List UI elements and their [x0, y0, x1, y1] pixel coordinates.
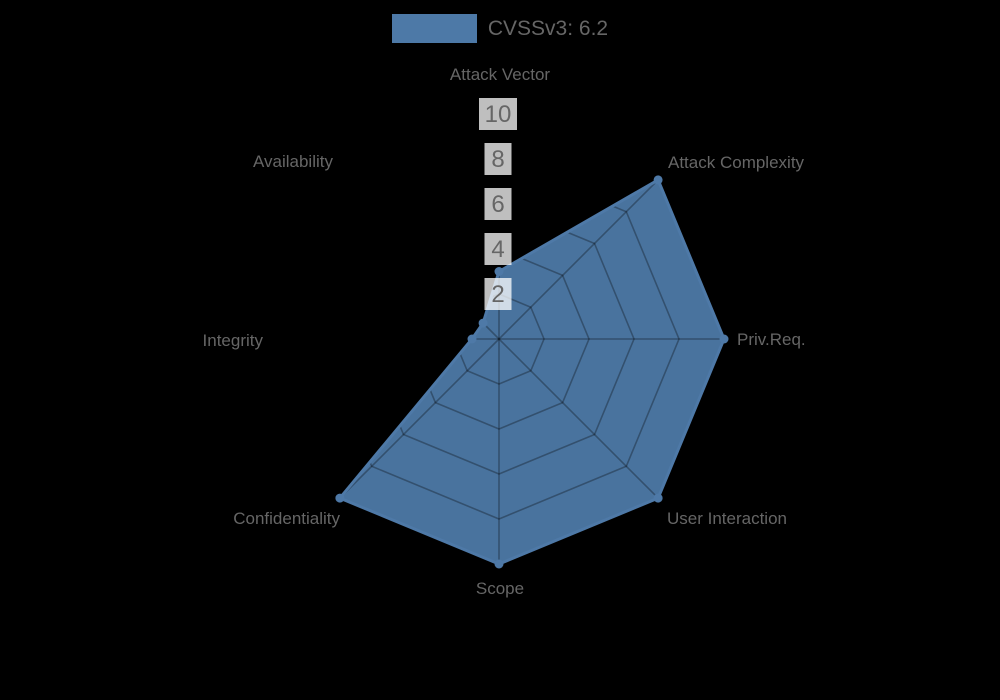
data-point[interactable] — [335, 493, 345, 503]
axis-label-attack-complexity: Attack Complexity — [668, 153, 805, 172]
axis-label-confidentiality: Confidentiality — [233, 509, 340, 528]
axis-label-user-interaction: User Interaction — [667, 509, 787, 528]
tick-backdrop — [484, 278, 512, 310]
axis-label-integrity: Integrity — [203, 331, 264, 350]
tick-label: 10 — [485, 101, 512, 128]
data-point[interactable] — [494, 267, 504, 276]
legend-swatch[interactable] — [391, 14, 477, 43]
tick-backdrop — [484, 233, 512, 265]
data-point[interactable] — [653, 493, 663, 503]
axis-label-attack-vector: Attack Vector — [450, 65, 550, 84]
data-point[interactable] — [494, 559, 504, 569]
grid-ring — [363, 203, 635, 475]
legend-label[interactable]: CVSSv3: 6.2 — [487, 17, 609, 40]
tick-label: 8 — [491, 146, 504, 173]
tick-label: 4 — [491, 236, 504, 263]
chart-legend: CVSSv3: 6.2 — [0, 14, 1000, 43]
axis-spoke — [339, 179, 500, 340]
axis-spoke — [498, 179, 659, 340]
data-point[interactable] — [467, 334, 477, 344]
grid-ring — [318, 158, 680, 520]
tick-backdrop — [479, 98, 517, 130]
data-point[interactable] — [719, 334, 729, 344]
grid-ring — [453, 293, 545, 385]
tick-backdrop — [484, 143, 512, 175]
axis-spoke — [339, 338, 500, 499]
series-area[interactable] — [339, 179, 724, 564]
data-point[interactable] — [478, 318, 488, 328]
grid-ring — [408, 248, 590, 430]
tick-label: 2 — [491, 281, 504, 308]
axis-spoke — [498, 338, 659, 499]
tick-label: 6 — [491, 191, 504, 218]
data-point[interactable] — [653, 175, 663, 185]
tick-backdrop — [484, 188, 512, 220]
axis-label-priv-req: Priv.Req. — [737, 330, 806, 349]
axis-label-availability: Availability — [253, 152, 334, 171]
axis-label-scope: Scope — [476, 579, 524, 598]
